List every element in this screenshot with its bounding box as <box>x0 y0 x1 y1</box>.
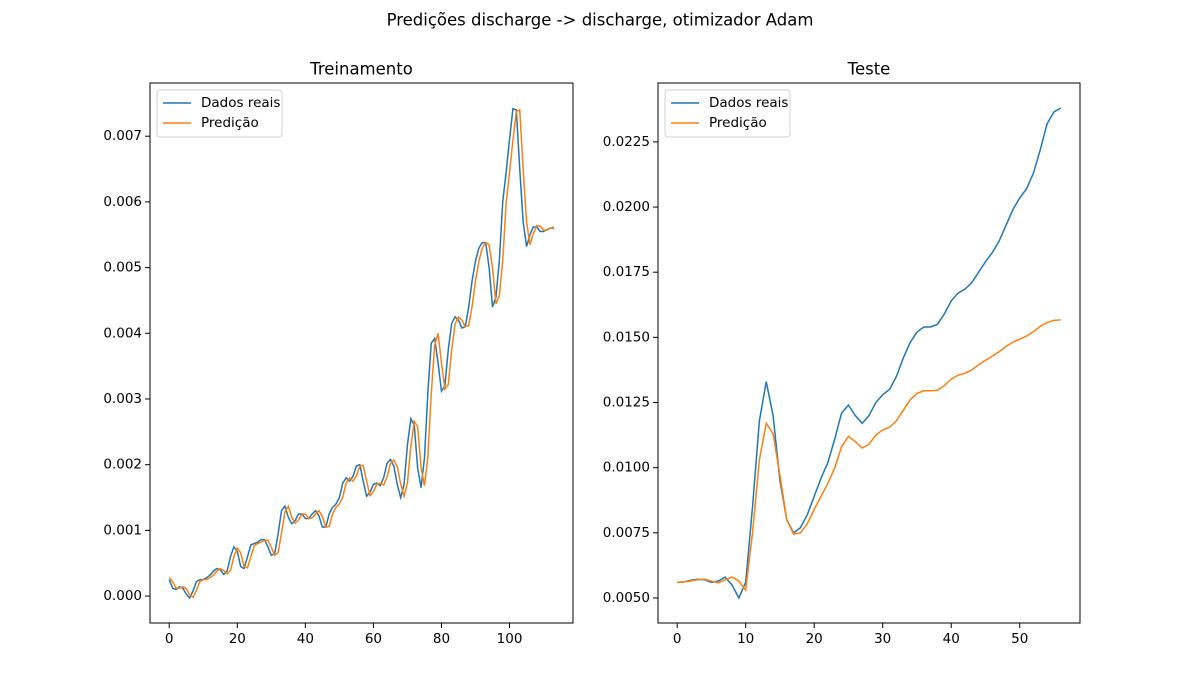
y-tick-label: 0.001 <box>103 522 142 538</box>
x-tick-label: 30 <box>874 631 891 647</box>
y-tick-label: 0.006 <box>103 194 142 210</box>
legend: Dados reais Predição <box>156 89 283 138</box>
y-tick-label: 0.0225 <box>603 134 650 150</box>
x-tick-label: 0 <box>673 631 682 647</box>
y-tick-label: 0.0200 <box>603 199 650 215</box>
x-tick-label: 20 <box>229 631 246 647</box>
legend-label: Predição <box>201 115 259 131</box>
y-tick-label: 0.004 <box>103 325 142 341</box>
y-tick-label: 0.005 <box>103 260 142 276</box>
legend-label: Dados reais <box>709 95 788 111</box>
legend-box <box>156 89 283 138</box>
subplot: Teste 0 10 20 30 40 50 0.0050 0.0075 0.0100 0.0125… <box>603 60 1081 647</box>
axes-frame <box>149 82 574 624</box>
y-tick-label: 0.0050 <box>603 590 650 606</box>
y-tick-label: 0.0075 <box>603 525 650 541</box>
y-tick-label: 0.0100 <box>603 460 650 476</box>
y-tick-label: 0.002 <box>103 457 142 473</box>
legend-box <box>664 89 791 138</box>
x-tick-label: 40 <box>297 631 314 647</box>
y-tick-label: 0.000 <box>103 588 142 604</box>
y-tick-label: 0.0125 <box>603 395 650 411</box>
series-line <box>168 107 554 600</box>
subplot: Treinamento 0 20 40 60 80 100 0.000 0.001 0.002 0.… <box>103 60 574 647</box>
legend: Dados reais Predição <box>664 89 791 138</box>
x-tick-label: 60 <box>365 631 382 647</box>
x-tick-label: 0 <box>165 631 174 647</box>
y-tick-label: 0.0150 <box>603 329 650 345</box>
x-tick-label: 50 <box>1011 631 1028 647</box>
series-line <box>168 108 555 599</box>
subplot-title: Teste <box>847 60 891 79</box>
x-tick-label: 40 <box>943 631 960 647</box>
axes-frame <box>657 82 1081 624</box>
y-tick-label: 0.003 <box>103 391 142 407</box>
subplot-title: Treinamento <box>309 60 413 79</box>
series-line <box>677 107 1062 600</box>
y-tick-label: 0.0175 <box>603 264 650 280</box>
legend-label: Dados reais <box>201 95 280 111</box>
x-tick-label: 80 <box>433 631 450 647</box>
legend-label: Predição <box>709 115 767 131</box>
figure-title: Predições discharge -> discharge, otimiz… <box>387 11 814 30</box>
x-tick-label: 10 <box>737 631 754 647</box>
y-tick-label: 0.007 <box>103 128 142 144</box>
x-tick-label: 100 <box>497 631 523 647</box>
x-tick-label: 20 <box>806 631 823 647</box>
series-line <box>677 319 1061 593</box>
